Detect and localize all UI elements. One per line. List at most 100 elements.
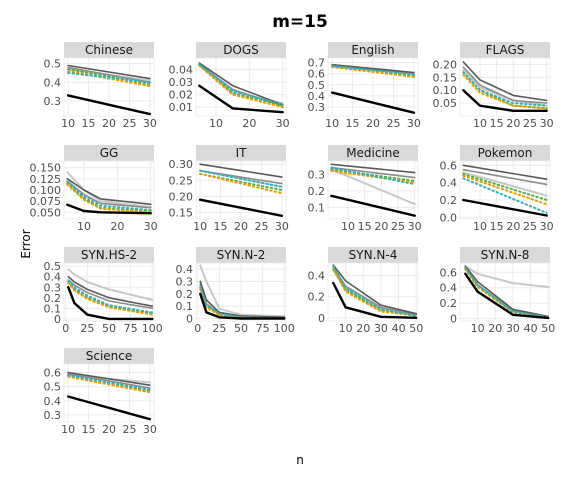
series-line-light-gray [66,171,152,208]
series-line-teal-dotted [67,72,151,84]
facet-strip [64,247,154,263]
facet-strip [460,42,550,58]
y-tick-label: 0.2 [440,297,458,310]
y-tick-label: 0.05 [433,97,458,110]
x-tick-label: 20 [488,322,502,335]
y-tick-label: 0.7 [308,56,326,69]
facet-strip [64,145,154,161]
series-line-dark-gray [67,371,151,387]
x-tick-label: 20 [506,220,520,233]
series-line-black [66,94,152,116]
series-line-orange-dotted [331,65,415,78]
series-line-teal-dotted [331,64,415,76]
x-tick-label: 30 [506,322,520,335]
x-tick-label: 25 [122,117,136,130]
facet-strip [196,247,286,263]
series-line-mid-gray [67,373,151,389]
series-line-teal-dotted [66,181,152,212]
facet-title: FLAGS [486,43,525,57]
x-tick-label: 15 [82,423,96,436]
series-line-orange-dotted [330,169,416,184]
y-tick-label: 0.20 [169,190,194,203]
y-tick-label: 0.2 [440,194,458,207]
series-line-orange-dotted [199,172,283,195]
series-line-black [66,395,152,421]
series-line-dark-gray [464,265,550,318]
series-line-teal-dotted [67,374,151,391]
facet-title: Chinese [85,43,133,57]
x-tick-label: 15 [82,117,96,130]
series-line-orange-dotted [464,268,550,319]
series-line-black [462,88,548,113]
facet-strip [64,42,154,58]
x-tick-label: 25 [523,220,537,233]
series-line-orange-dotted [462,73,548,110]
y-tick-label: 0.3 [308,168,326,181]
x-tick-label: 30 [374,322,388,335]
facet-panel: IT 0.15 0.20 0.25 0.30 10 15 20 25 30 [169,145,289,233]
x-tick-label: 20 [102,117,116,130]
x-tick-label: 20 [102,423,116,436]
y-tick-label: 0.4 [308,90,326,103]
y-axis-label: Error [19,229,33,258]
series-line-orange-dotted [462,174,548,206]
facet-strip [64,348,154,364]
x-tick-label: 50 [102,322,116,335]
y-tick-label: 0.5 [308,79,326,92]
y-tick-label: 0 [54,313,61,326]
x-tick-label: 25 [391,220,405,233]
series-line-dark-gray [199,280,286,319]
x-tick-label: 10 [325,117,339,130]
y-tick-label: 0.10 [433,84,458,97]
y-tick-label: 0.075 [30,195,62,208]
x-tick-label: 15 [346,117,360,130]
series-line-orange-dotted [67,375,151,394]
y-tick-label: 0.4 [440,282,458,295]
facet-panel: SYN.N-8 0 0.2 0.4 0.6 10 20 30 40 50 [440,247,555,335]
x-tick-label: 20 [506,117,520,130]
y-tick-label: 0.6 [44,366,62,379]
series-line-black [330,194,416,217]
series-line-orange-dotted [332,268,418,317]
facet-panel: Medicine 0.1 0.2 0.3 10 15 20 25 30 [308,145,422,233]
x-tick-label: 30 [143,423,157,436]
facet-panel: SYN.HS-2 00.10.20.30.40.5 0 25 50 75 100 [44,247,163,335]
x-tick-label: 30 [144,220,158,233]
plot-area [195,57,287,117]
series-line-teal-dotted [198,63,284,106]
y-tick-label: 0 [450,313,457,326]
facet-title: Pokemon [478,146,533,160]
y-tick-label: 0.02 [169,89,194,102]
facet-title: SYN.HS-2 [81,248,137,262]
series-line-dark-gray [462,61,548,102]
x-tick-label: 10 [77,220,91,233]
y-tick-label: 0.4 [176,263,194,276]
x-tick-label: 40 [524,322,538,335]
series-line-dark-gray [330,163,416,174]
y-tick-label: 0.0 [440,211,458,224]
y-tick-label: 0.2 [44,292,62,305]
facet-panel: SYN.N-4 0 0.2 0.4 10 20 30 40 50 [308,247,423,335]
series-line-dark-gray [67,275,154,308]
y-tick-label: 0.2 [176,288,194,301]
x-tick-label: 10 [473,220,487,233]
x-tick-label: 20 [110,220,124,233]
x-tick-label: 50 [409,322,423,335]
series-line-teal-dotted [330,166,416,186]
series-line-black [462,198,548,217]
y-tick-label: 0.1 [308,201,326,214]
plot-area [459,57,551,117]
facet-title: DOGS [223,43,259,57]
series-line-black [199,292,286,320]
y-tick-label: 0.15 [433,71,458,84]
series-line-teal-dotted [199,169,283,188]
series-line-teal-dotted [332,265,418,317]
x-tick-label: 10 [61,423,75,436]
facet-title: SYN.N-4 [349,248,398,262]
y-tick-label: 0.15 [169,207,194,220]
facet-title: IT [236,146,248,160]
x-tick-label: 25 [80,322,94,335]
y-tick-label: 0.100 [30,184,62,197]
x-tick-label: 15 [490,117,504,130]
y-tick-label: 0.04 [169,63,194,76]
